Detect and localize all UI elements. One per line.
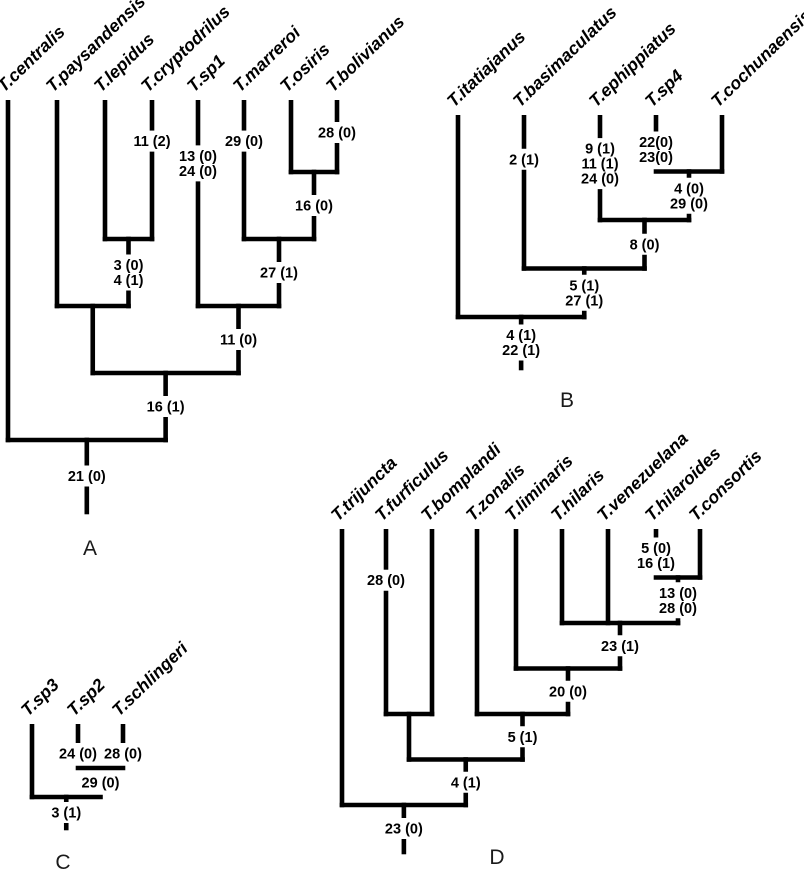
branch-label: 29 (0) bbox=[225, 134, 263, 150]
branch-label: 16 (0) bbox=[295, 199, 333, 215]
branch-label: 22(0) bbox=[639, 135, 673, 151]
branch-label: 20 (0) bbox=[549, 684, 587, 700]
branch-label: 28 (0) bbox=[659, 601, 697, 617]
branch-label: 13 (0) bbox=[179, 149, 217, 165]
panel-label-D: D bbox=[489, 846, 504, 869]
branch-label: 4 (0) bbox=[674, 181, 704, 197]
panel-label-B: B bbox=[560, 389, 574, 412]
branch-label: 5 (1) bbox=[569, 278, 599, 294]
branch-label: 24 (0) bbox=[59, 747, 97, 763]
branch-label: 29 (0) bbox=[670, 196, 708, 212]
branch-label: 4 (1) bbox=[506, 328, 536, 344]
branch-label: 23 (1) bbox=[601, 639, 639, 655]
branch-label: 11 (2) bbox=[133, 134, 170, 150]
branch-label: 27 (1) bbox=[565, 293, 603, 309]
branch-label: 11 (1) bbox=[581, 157, 618, 173]
taxon-label: T.sp4 bbox=[641, 65, 687, 110]
branch-label: 27 (1) bbox=[260, 266, 298, 282]
branch-label: 23(0) bbox=[639, 150, 673, 166]
branch-label: 29 (0) bbox=[82, 776, 120, 792]
branch-label: 3 (0) bbox=[114, 258, 144, 274]
branch-label: 2 (1) bbox=[509, 152, 539, 168]
branch-label: 8 (0) bbox=[630, 237, 660, 253]
tree-B: T.itatiajanusT.basimaculatusT.ephippiatu… bbox=[443, 2, 804, 412]
branch-label: 3 (1) bbox=[51, 806, 81, 822]
taxon-label: T.cochunaensis bbox=[707, 5, 804, 111]
branch-label: 23 (0) bbox=[385, 822, 423, 838]
branch-label: 5 (0) bbox=[641, 541, 671, 557]
branch-label: 9 (1) bbox=[585, 142, 615, 158]
taxon-label: T.sp2 bbox=[63, 674, 109, 719]
branch-label: 11 (0) bbox=[220, 333, 257, 349]
branch-label: 24 (0) bbox=[581, 172, 619, 188]
branch-label: 28 (0) bbox=[104, 747, 142, 763]
branch-label: 4 (1) bbox=[114, 273, 144, 289]
taxon-label: T.sp3 bbox=[17, 674, 63, 719]
branch-label: 24 (0) bbox=[179, 164, 217, 180]
tree-A: T.centralisT.paysandensisT.lepidusT.cryp… bbox=[0, 0, 408, 560]
panel-label-A: A bbox=[83, 537, 97, 560]
branch-label: 21 (0) bbox=[68, 469, 106, 485]
branch-label: 5 (1) bbox=[508, 730, 538, 746]
branch-label: 28 (0) bbox=[367, 573, 405, 589]
taxon-label: T.bolivianus bbox=[322, 11, 409, 96]
branch-label: 13 (0) bbox=[659, 586, 697, 602]
branch-label: 4 (1) bbox=[451, 775, 481, 791]
branch-label: 22 (1) bbox=[502, 343, 540, 359]
taxon-label: T.schlingeri bbox=[108, 637, 192, 720]
branch-label: 16 (1) bbox=[637, 556, 675, 572]
panel-label-C: C bbox=[55, 851, 70, 874]
branch-label: 16 (1) bbox=[147, 400, 185, 416]
tree-C: T.sp3 T.sp2 T.schlingeri 24 (0) 28 (0) 29 (0)… bbox=[17, 637, 192, 874]
branch-label: 28 (0) bbox=[318, 126, 356, 142]
